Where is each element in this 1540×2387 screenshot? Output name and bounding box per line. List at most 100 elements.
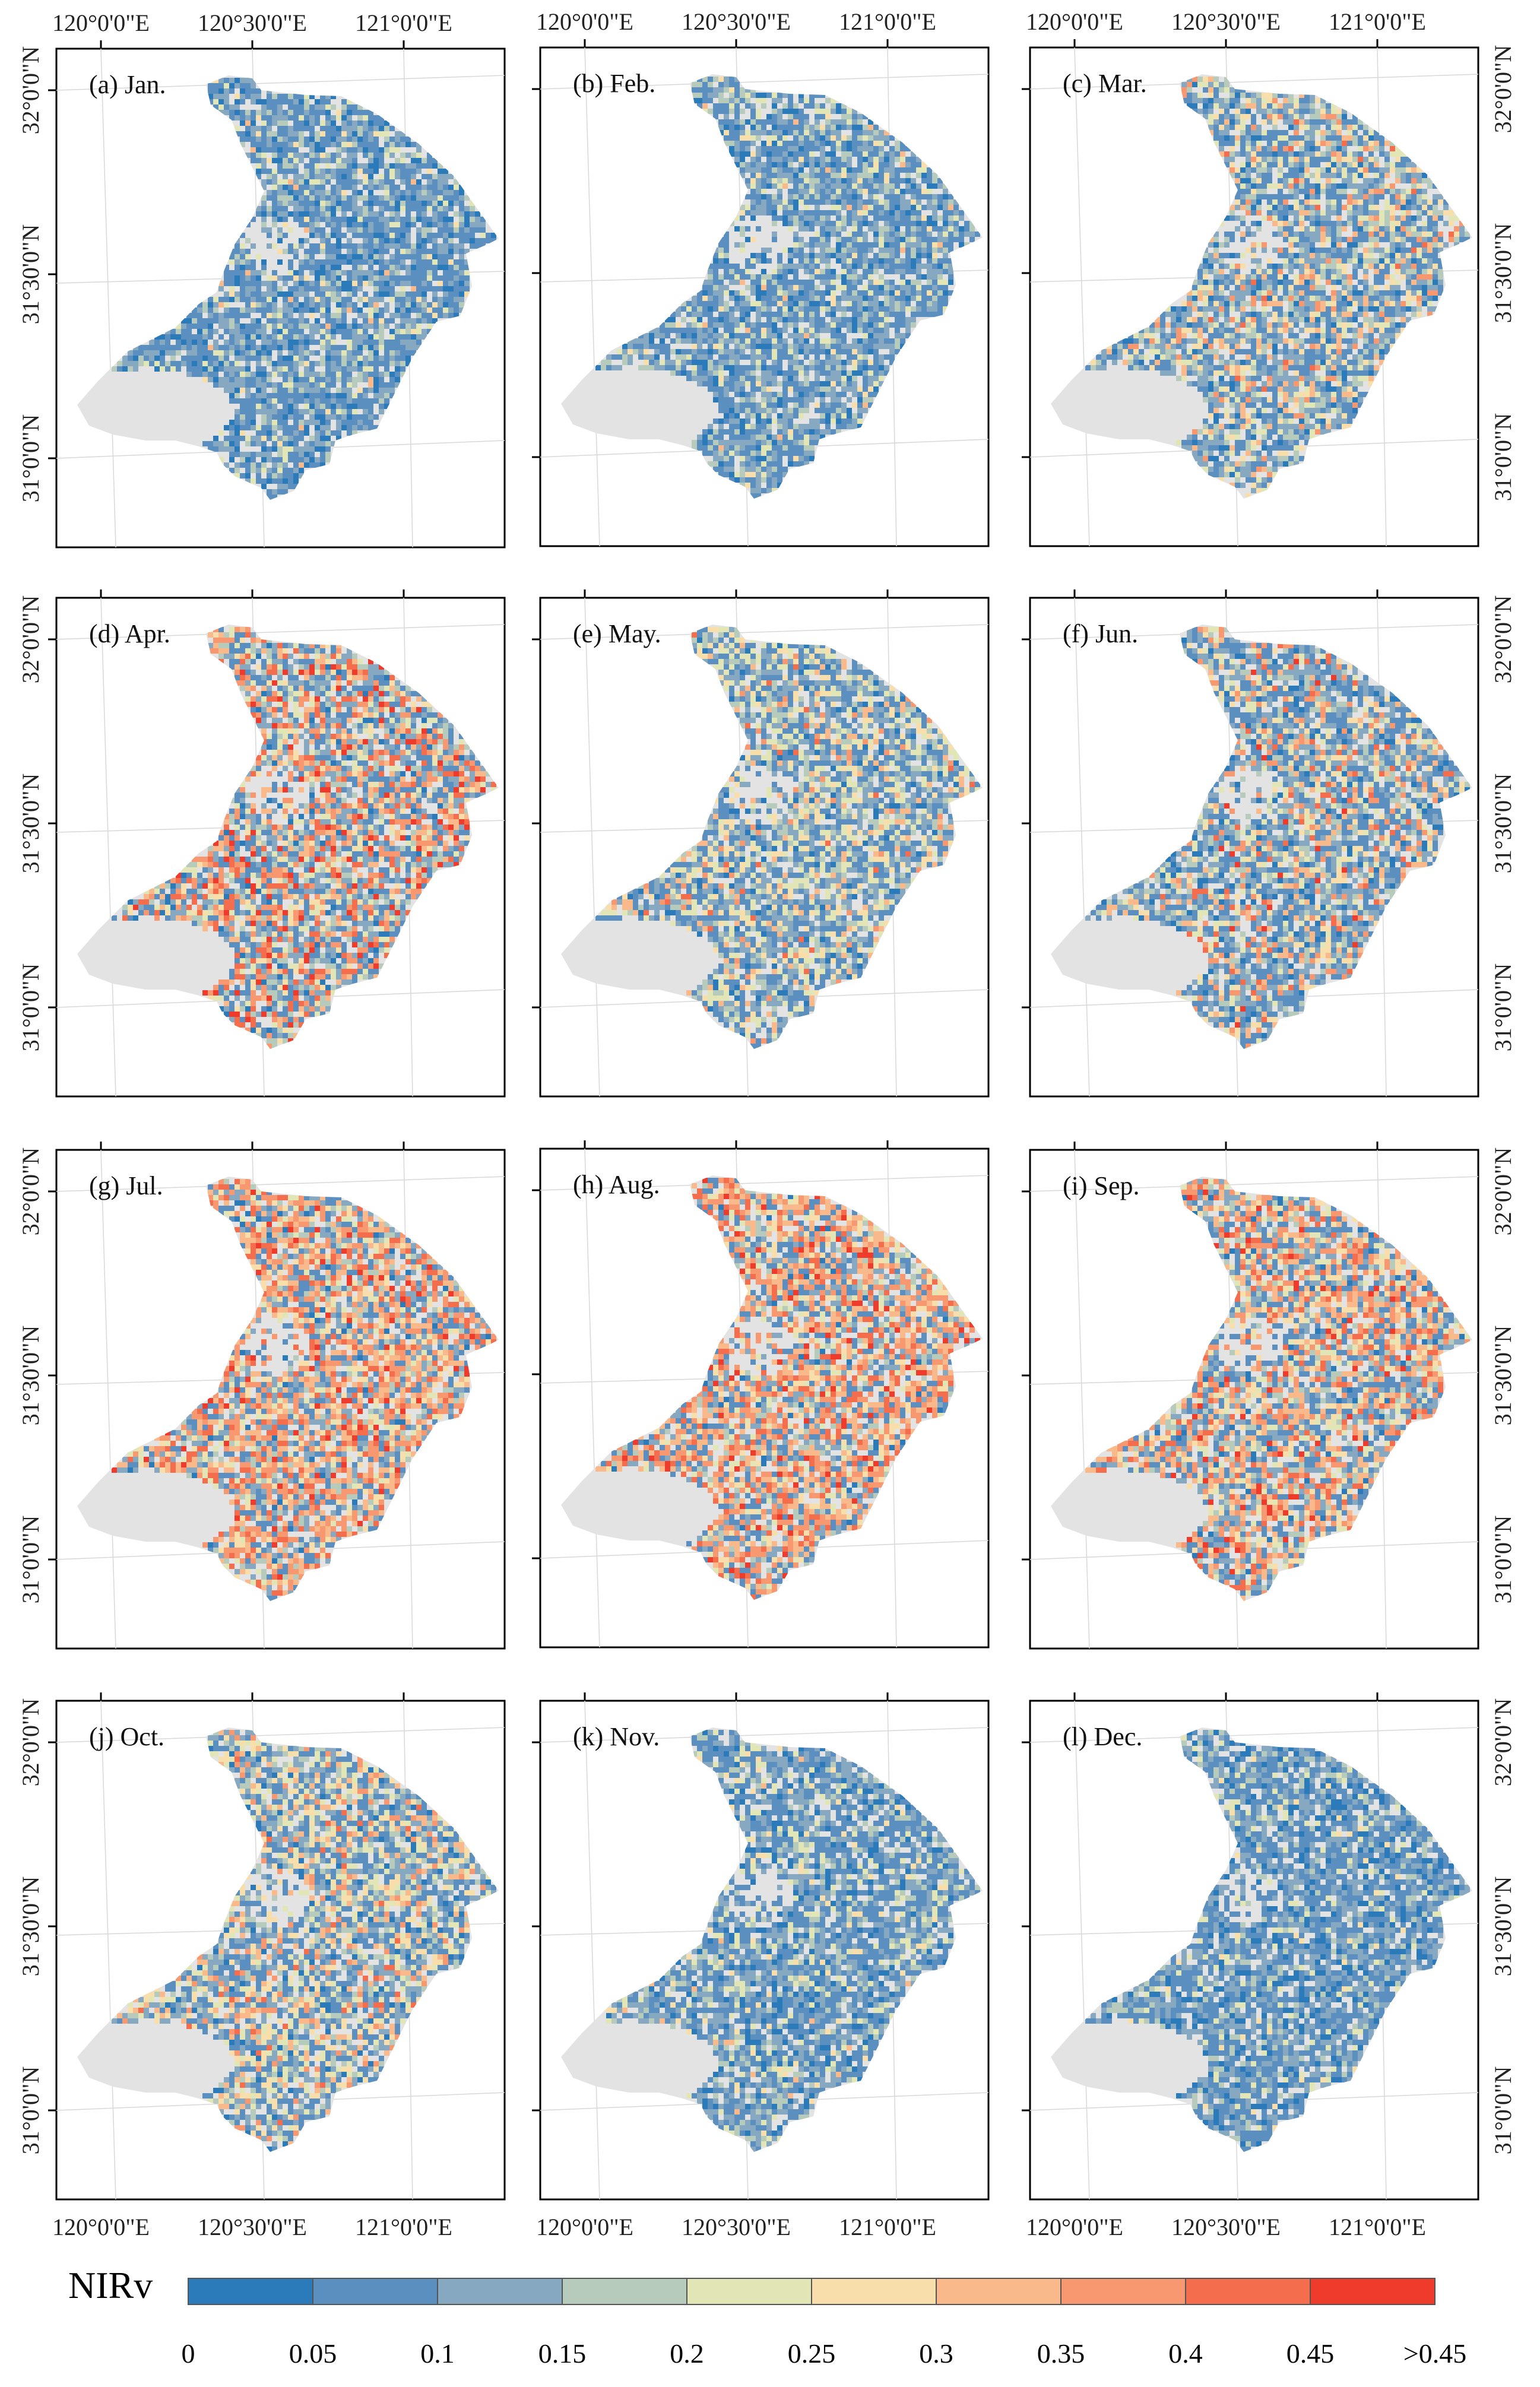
lat-label: 31°0'0"N — [17, 963, 44, 1051]
lat-label: 31°30'0"N — [17, 774, 44, 873]
nirv-raster — [595, 627, 980, 1049]
graticule-line — [100, 48, 116, 548]
lon-label-bottom: 120°30'0"E — [1171, 2214, 1281, 2240]
lat-label: 32°0'0"N — [1490, 1698, 1516, 1786]
graticule-line — [584, 1148, 600, 1648]
legend-swatch — [936, 2278, 1061, 2305]
lat-label: 31°30'0"N — [1490, 223, 1516, 323]
lat-label: 32°0'0"N — [1490, 45, 1516, 133]
graticule-line — [1074, 597, 1090, 1097]
map-panel-jan: (a) Jan. — [48, 40, 506, 549]
graticule-line — [584, 47, 600, 547]
lon-label-bottom: 121°0'0"E — [1329, 2214, 1426, 2240]
map-panel-oct: (j) Oct. — [48, 1692, 506, 2201]
lon-label-top: 120°30'0"E — [198, 9, 307, 36]
panel-title: (f) Jun. — [1063, 619, 1138, 648]
panel-title: (l) Dec. — [1063, 1722, 1142, 1751]
lat-label: 31°0'0"N — [1490, 413, 1516, 501]
lon-label-bottom: 120°30'0"E — [198, 2214, 307, 2240]
lat-label: 31°0'0"N — [1490, 963, 1516, 1051]
lat-label: 31°30'0"N — [1490, 1326, 1516, 1425]
lon-label-top: 120°30'0"E — [682, 8, 791, 35]
legend-label: 0.2 — [670, 2339, 704, 2369]
lat-label: 31°0'0"N — [1490, 1516, 1516, 1603]
nirv-raster — [112, 627, 496, 1049]
graticule-line — [1029, 624, 1479, 640]
nirv-monthly-map-figure: (a) Jan. (b) Feb. (c) Mar. (d) Apr. (e) May.… — [17, 8, 1516, 2240]
graticule-line — [100, 597, 116, 1097]
lon-label-top: 120°30'0"E — [1171, 8, 1281, 35]
lon-label-bottom: 120°30'0"E — [682, 2214, 791, 2240]
nirv-raster — [1085, 1179, 1470, 1601]
map-panel-feb: (b) Feb. — [532, 39, 990, 547]
lat-label: 32°0'0"N — [17, 46, 44, 134]
lat-label: 31°0'0"N — [17, 2066, 44, 2154]
lon-label-top: 121°0'0"E — [355, 9, 452, 36]
graticule-line — [584, 1700, 600, 2200]
graticule-line — [56, 1727, 505, 1743]
legend-swatch — [811, 2278, 937, 2305]
lon-label-top: 120°0'0"E — [536, 8, 633, 35]
lat-label: 31°30'0"N — [1490, 1876, 1516, 1976]
nirv-raster — [595, 77, 980, 499]
graticule-line — [540, 1175, 989, 1191]
lat-label: 32°0'0"N — [1490, 1147, 1516, 1235]
graticule-line — [540, 624, 989, 640]
graticule-line — [1074, 1149, 1090, 1649]
legend-label: 0.1 — [420, 2339, 455, 2369]
legend-title: NIRv — [68, 2265, 153, 2306]
lat-label: 31°0'0"N — [1490, 2066, 1516, 2154]
graticule-line — [1029, 1176, 1479, 1192]
legend-swatch — [1185, 2278, 1311, 2305]
legend-swatch — [686, 2278, 812, 2305]
panel-title: (b) Feb. — [573, 69, 655, 98]
lon-label-top: 121°0'0"E — [1329, 8, 1426, 35]
lat-label: 32°0'0"N — [17, 1147, 44, 1235]
graticule-line — [1074, 1700, 1090, 2200]
graticule-line — [584, 597, 600, 1097]
nirv-raster — [595, 1178, 980, 1600]
legend-swatch — [1060, 2278, 1186, 2305]
graticule-line — [1029, 74, 1479, 90]
graticule-line — [540, 74, 989, 90]
lon-label-bottom: 120°0'0"E — [52, 2214, 150, 2240]
graticule-line — [540, 1727, 989, 1743]
map-panel-dec: (l) Dec. — [1022, 1692, 1479, 2201]
map-panel-aug: (h) Aug. — [532, 1140, 990, 1649]
legend-label: 0.3 — [919, 2339, 953, 2369]
graticule-line — [100, 1700, 116, 2200]
map-panel-jul: (g) Jul. — [48, 1142, 506, 1650]
legend-label: 0.25 — [788, 2339, 836, 2369]
graticule-line — [56, 1176, 505, 1192]
legend-label: 0.05 — [289, 2339, 337, 2369]
lat-label: 31°30'0"N — [1490, 774, 1516, 873]
graticule-line — [1074, 47, 1090, 547]
map-panel-may: (e) May. — [532, 589, 990, 1098]
lat-label: 31°0'0"N — [17, 1516, 44, 1603]
nirv-raster — [1085, 627, 1470, 1049]
lon-label-top: 120°0'0"E — [1026, 8, 1123, 35]
legend-swatch — [188, 2278, 313, 2305]
nirv-color-legend — [188, 2278, 1436, 2305]
lon-label-bottom: 121°0'0"E — [355, 2214, 452, 2240]
legend-label: 0.45 — [1286, 2339, 1335, 2369]
map-panel-nov: (k) Nov. — [532, 1692, 990, 2201]
panel-title: (g) Jul. — [89, 1171, 163, 1200]
panel-title: (d) Apr. — [89, 619, 170, 648]
nirv-raster — [112, 1179, 496, 1601]
panel-title: (c) Mar. — [1063, 69, 1147, 98]
panel-title: (j) Oct. — [89, 1722, 164, 1751]
legend-swatch — [437, 2278, 563, 2305]
map-panel-apr: (d) Apr. — [48, 589, 506, 1098]
nirv-raster — [606, 1730, 980, 2152]
legend-label: 0.35 — [1037, 2339, 1085, 2369]
lon-label-top: 120°0'0"E — [52, 9, 150, 36]
lat-label: 32°0'0"N — [1490, 595, 1516, 683]
lat-label: 31°30'0"N — [17, 1876, 44, 1976]
panel-title: (i) Sep. — [1063, 1171, 1140, 1200]
nirv-raster — [112, 78, 496, 500]
legend-swatch — [1310, 2278, 1436, 2305]
panel-title: (e) May. — [573, 619, 661, 648]
map-panel-sep: (i) Sep. — [1022, 1142, 1479, 1650]
lon-label-bottom: 120°0'0"E — [536, 2214, 633, 2240]
